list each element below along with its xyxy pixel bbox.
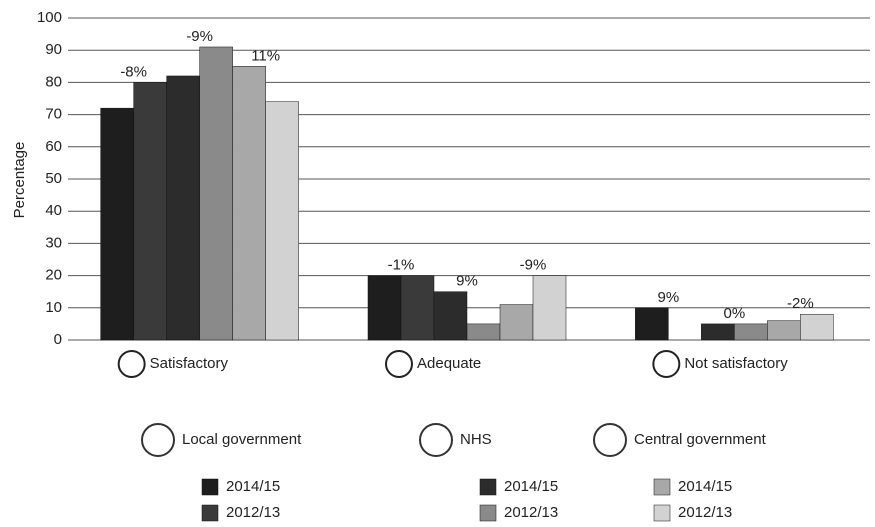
legend-icon bbox=[419, 423, 453, 457]
legend-group: Central government bbox=[634, 431, 767, 448]
legend-icon bbox=[141, 423, 175, 457]
change-label: -2% bbox=[787, 295, 814, 312]
y-tick-label: 30 bbox=[45, 234, 62, 251]
legend-swatch bbox=[201, 478, 219, 496]
bar bbox=[767, 320, 801, 341]
y-tick-label: 50 bbox=[45, 170, 62, 187]
change-label: 9% bbox=[456, 273, 478, 290]
legend-label: 2014/15 bbox=[678, 478, 732, 495]
category-icon bbox=[652, 350, 681, 378]
legend-label: 2012/13 bbox=[226, 504, 280, 521]
legend-icon bbox=[593, 423, 627, 457]
bar bbox=[265, 101, 299, 341]
bar bbox=[199, 46, 233, 341]
y-tick-label: 40 bbox=[45, 202, 62, 219]
bar bbox=[133, 82, 167, 341]
bar bbox=[400, 275, 435, 341]
category-icon bbox=[117, 350, 146, 378]
y-tick-label: 20 bbox=[45, 267, 62, 284]
change-label: -9% bbox=[520, 257, 547, 274]
change-label: 0% bbox=[723, 305, 745, 322]
legend-group: NHS bbox=[460, 431, 492, 448]
change-label: -9% bbox=[186, 28, 213, 45]
change-label: 11% bbox=[251, 47, 280, 64]
category-icon bbox=[385, 350, 413, 378]
legend-label: 2012/13 bbox=[678, 504, 732, 521]
bar bbox=[701, 323, 735, 341]
legend-group: Local government bbox=[182, 431, 302, 448]
legend-swatch bbox=[653, 478, 671, 496]
y-tick-label: 10 bbox=[45, 299, 62, 316]
bar bbox=[734, 323, 768, 341]
bar bbox=[532, 275, 567, 341]
bar bbox=[499, 304, 534, 341]
y-tick-label: 0 bbox=[54, 331, 62, 348]
bar bbox=[466, 323, 501, 341]
legend-label: 2014/15 bbox=[504, 478, 558, 495]
x-tick-label: Adequate bbox=[417, 355, 481, 372]
y-axis-label: Percentage bbox=[11, 142, 28, 219]
bar bbox=[232, 66, 266, 341]
change-label: -1% bbox=[388, 257, 415, 274]
change-label: -8% bbox=[120, 63, 147, 80]
y-tick-label: 90 bbox=[45, 41, 62, 58]
x-tick-label: Satisfactory bbox=[150, 355, 229, 372]
y-tick-label: 100 bbox=[37, 9, 62, 26]
y-tick-label: 60 bbox=[45, 138, 62, 155]
legend-swatch bbox=[653, 504, 671, 522]
y-tick-label: 80 bbox=[45, 73, 62, 90]
bar bbox=[367, 275, 402, 341]
bar bbox=[635, 307, 669, 341]
legend-swatch bbox=[479, 504, 497, 522]
bar bbox=[800, 313, 834, 341]
legend-label: 2012/13 bbox=[504, 504, 558, 521]
y-tick-label: 70 bbox=[45, 106, 62, 123]
legend-swatch bbox=[479, 478, 497, 496]
x-tick-label: Not satisfactory bbox=[684, 355, 788, 372]
legend-swatch bbox=[201, 504, 219, 522]
bar bbox=[166, 75, 200, 341]
bar bbox=[433, 291, 468, 341]
change-label: 9% bbox=[657, 289, 679, 306]
bar bbox=[100, 107, 134, 341]
legend-label: 2014/15 bbox=[226, 478, 280, 495]
